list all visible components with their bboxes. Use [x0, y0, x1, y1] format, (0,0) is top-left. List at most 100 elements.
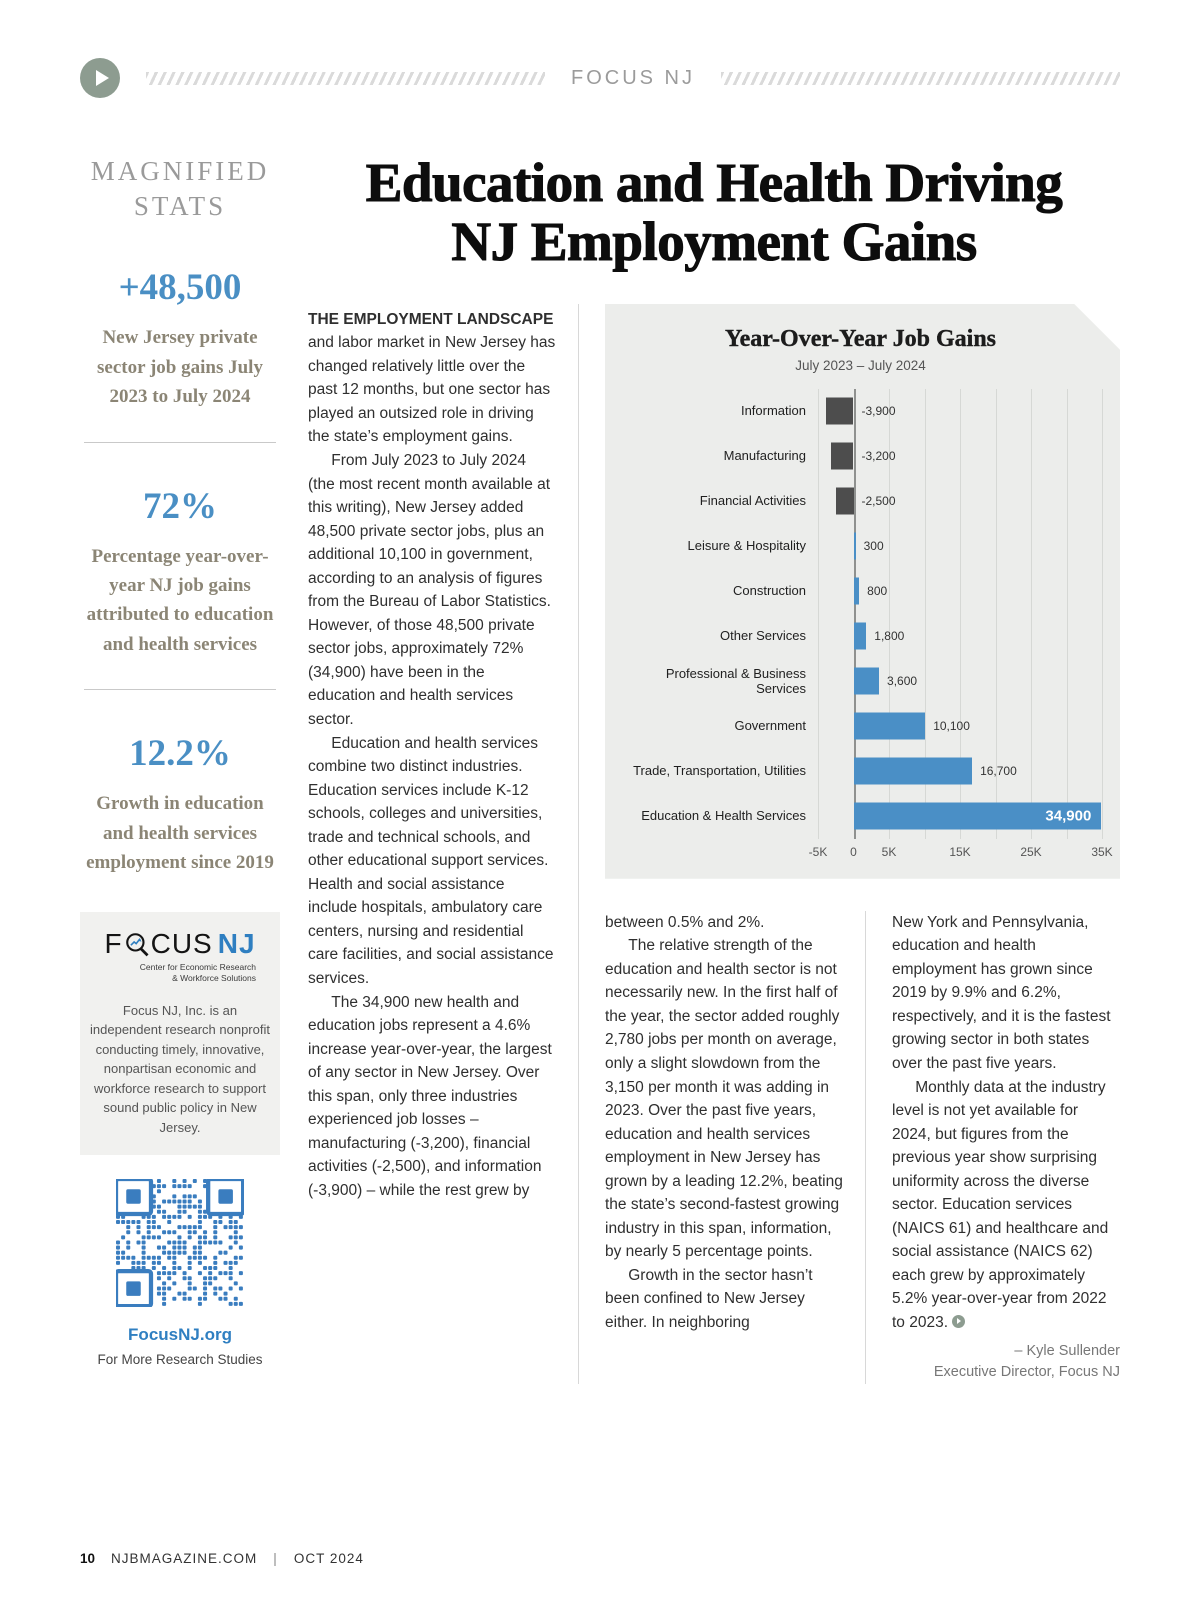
- value-label: 1,800: [874, 629, 905, 644]
- stat-value-3: 12.2%: [129, 733, 231, 775]
- value-label: 10,100: [933, 719, 970, 734]
- logo-tagline-line2: & Workforce Solutions: [172, 973, 256, 984]
- gridline: [818, 389, 819, 839]
- headline-line1: Education and Health Driving: [365, 152, 1063, 213]
- axis-tick-label: 35K: [1091, 844, 1113, 859]
- body-paragraph: The relative strength of the education a…: [605, 937, 843, 1261]
- chart-row: Manufacturing -3,200: [613, 434, 1108, 479]
- sidebar-title: MAGNIFIED STATS: [80, 154, 280, 224]
- chart-row: Professional & Business Services 3,600: [613, 659, 1108, 704]
- masthead: FOCUS NJ: [80, 58, 1120, 98]
- org-description: Focus NJ, Inc. is an independent researc…: [90, 1002, 270, 1135]
- bar: [854, 623, 867, 650]
- bar-area: 3,600: [818, 659, 1102, 704]
- category-label: Manufacturing: [723, 448, 806, 464]
- hatch-stripe-right: [721, 71, 1120, 85]
- value-label: 16,700: [980, 764, 1017, 779]
- sidebar-divider-2: [84, 689, 276, 691]
- value-label: 800: [867, 584, 888, 599]
- paragraph-text: and labor market in New Jersey has chang…: [308, 334, 556, 446]
- bar: [831, 443, 854, 470]
- gridline: [1067, 389, 1068, 839]
- footer-issue: OCT 2024: [293, 1551, 364, 1566]
- chart-gridlines: [818, 389, 1102, 839]
- hatch-stripe-left: [146, 71, 545, 85]
- chart-row: Financial Activities -2,500: [613, 479, 1108, 524]
- bar-area: -3,200: [818, 434, 1102, 479]
- footer-site[interactable]: NJBMAGAZINE.COM: [111, 1551, 258, 1566]
- logo-tagline: Center for Economic Research & Workforce…: [90, 962, 270, 985]
- qr-code: [80, 1179, 280, 1307]
- logo-text-nj: NJ: [217, 927, 256, 959]
- body-paragraph: Monthly data at the industry level is no…: [892, 1076, 1120, 1335]
- gridline: [889, 389, 890, 839]
- bar: [826, 398, 854, 425]
- body-paragraph: From July 2023 to July 2024 (the most re…: [308, 451, 551, 728]
- focus-nj-logo: F CUS NJ: [90, 928, 270, 960]
- chart-row: Trade, Transportation, Utilities 16,700: [613, 749, 1108, 794]
- value-label: -2,500: [861, 494, 896, 509]
- gridline: [925, 389, 926, 839]
- end-mark-icon: [952, 1314, 966, 1328]
- category-label: Education & Health Services: [641, 808, 806, 824]
- axis-tick-label: 0: [850, 844, 857, 859]
- sidebar-title-line2: STATS: [133, 191, 227, 222]
- zero-axis-line: [854, 389, 856, 839]
- article-body-row: THE EMPLOYMENT LANDSCAPE and labor marke…: [308, 303, 1120, 1385]
- gridline: [996, 389, 997, 839]
- stat-value-1: +48,500: [118, 267, 242, 309]
- body-column-2: between 0.5% and 2%. The relative streng…: [605, 911, 843, 1384]
- page-layout: MAGNIFIED STATS +48,500 New Jersey priva…: [80, 148, 1120, 1385]
- bar-area: 300: [818, 524, 1102, 569]
- focusnj-link[interactable]: FocusNJ.org: [128, 1325, 232, 1344]
- chart-subtitle: July 2023 – July 2024: [795, 357, 926, 373]
- focus-nj-info-box: F CUS NJ Center for Economic Research & …: [80, 911, 280, 1155]
- bar: [854, 533, 856, 560]
- footer-separator: |: [273, 1551, 278, 1566]
- page-footer: 10 NJBMAGAZINE.COM | OCT 2024: [80, 1551, 364, 1566]
- article-right-area: Year-Over-Year Job Gains July 2023 – Jul…: [578, 303, 1120, 1385]
- category-label: Information: [740, 403, 806, 419]
- gridline: [960, 389, 961, 839]
- bar: [854, 803, 1102, 830]
- value-label: 34,900: [1045, 807, 1092, 825]
- page-number: 10: [80, 1551, 96, 1566]
- sidebar-divider-1: [84, 441, 276, 443]
- magnified-stats-sidebar: MAGNIFIED STATS +48,500 New Jersey priva…: [80, 148, 280, 1384]
- body-paragraph: between 0.5% and 2%.: [605, 913, 765, 931]
- category-label: Other Services: [720, 628, 806, 644]
- chart-row: Information -3,900: [613, 389, 1108, 434]
- job-gains-chart: Year-Over-Year Job Gains July 2023 – Jul…: [605, 304, 1120, 879]
- stat-caption-3: Growth in education and health services …: [86, 793, 274, 874]
- chart-row: Education & Health Services 34,900: [613, 794, 1108, 839]
- stat-caption-1: New Jersey private sector job gains July…: [97, 327, 263, 408]
- bar-area: 800: [818, 569, 1102, 614]
- chart-row: Leisure & Hospitality 300: [613, 524, 1108, 569]
- value-label: 300: [863, 539, 884, 554]
- bar: [854, 668, 880, 695]
- headline-line2: NJ Employment Gains: [451, 210, 978, 272]
- focusnj-link-caption: For More Research Studies: [97, 1352, 263, 1367]
- value-label: -3,900: [861, 404, 896, 419]
- chart-body: Information -3,900 Manufacturing -3,200 Fina…: [613, 389, 1108, 839]
- lower-columns: between 0.5% and 2%. The relative streng…: [605, 910, 1120, 1385]
- body-paragraph: The 34,900 new health and education jobs…: [308, 993, 552, 1199]
- value-label: 3,600: [887, 674, 918, 689]
- byline-name: – Kyle Sullender: [1014, 1342, 1120, 1359]
- category-label: Government: [734, 718, 806, 734]
- bar-area: 10,100: [818, 704, 1102, 749]
- body-paragraph: THE EMPLOYMENT LANDSCAPE and labor marke…: [308, 308, 556, 449]
- body-paragraph: Growth in the sector hasn’t been confine…: [605, 1266, 813, 1331]
- bar-area: 1,800: [818, 614, 1102, 659]
- chart-row: Other Services 1,800: [613, 614, 1108, 659]
- byline-title: Executive Director, Focus NJ: [933, 1364, 1120, 1381]
- category-label: Financial Activities: [699, 493, 806, 509]
- category-label: Trade, Transportation, Utilities: [633, 763, 806, 779]
- stat-caption-2: Percentage year-over-year NJ job gains a…: [86, 545, 274, 655]
- bar: [836, 488, 854, 515]
- axis-tick-label: 25K: [1020, 844, 1042, 859]
- qr-code-svg: [116, 1179, 244, 1307]
- axis-tick-label: 15K: [949, 844, 971, 859]
- value-label: -3,200: [861, 449, 896, 464]
